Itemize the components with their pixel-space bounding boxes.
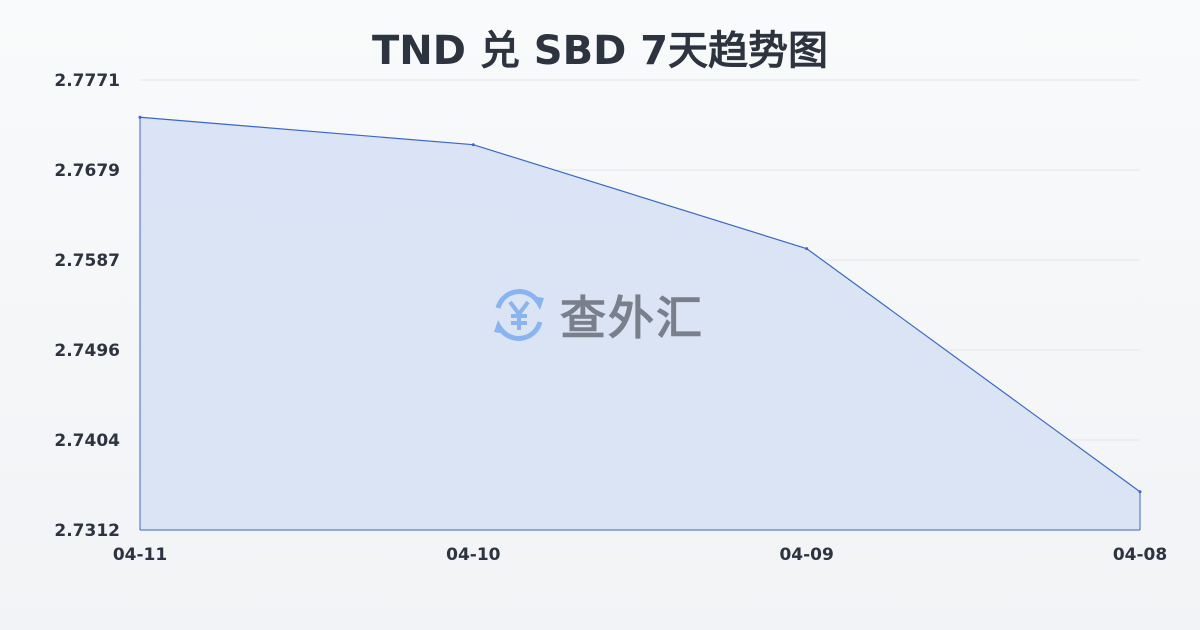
x-tick-label: 04-11 xyxy=(113,545,167,565)
data-point xyxy=(471,143,475,147)
data-point xyxy=(805,247,809,251)
watermark: 查外汇 xyxy=(488,282,704,348)
y-tick-label: 2.7404 xyxy=(54,431,120,451)
y-tick-label: 2.7496 xyxy=(54,341,120,361)
watermark-text: 查外汇 xyxy=(560,291,704,345)
chart-title: TND 兑 SBD 7天趋势图 xyxy=(371,28,829,74)
x-tick-label: 04-08 xyxy=(1113,545,1167,565)
y-tick-label: 2.7771 xyxy=(54,71,120,91)
yen-exchange-icon xyxy=(494,289,544,341)
y-tick-label: 2.7312 xyxy=(54,521,120,541)
x-tick-label: 04-10 xyxy=(446,545,501,565)
x-tick-label: 04-09 xyxy=(779,545,833,565)
y-tick-label: 2.7679 xyxy=(54,161,120,181)
data-point xyxy=(138,115,142,119)
area-fill xyxy=(140,117,1140,530)
y-tick-label: 2.7587 xyxy=(54,251,120,271)
series-line xyxy=(139,116,1141,493)
data-point xyxy=(1138,490,1142,494)
